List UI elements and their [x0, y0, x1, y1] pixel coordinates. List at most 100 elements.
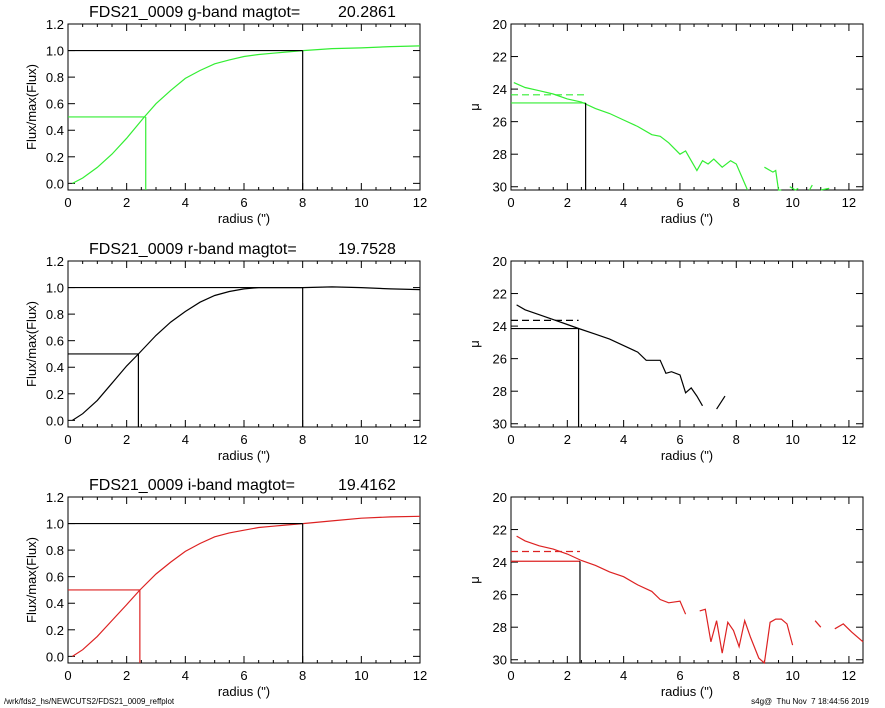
- r-curve-xtick-label: 6: [240, 432, 247, 447]
- i-profile-xtick-label: 6: [676, 668, 683, 683]
- i-profile-ytick-label: 26: [493, 588, 507, 603]
- i-curve-frame: [67, 496, 421, 664]
- r-curve-ytick-label: 0.2: [46, 387, 64, 402]
- i-curve-ytick-label: 0.6: [46, 570, 64, 585]
- i-curve-ytick-label: 0.4: [46, 596, 64, 611]
- r-curve-ytick-label: 0.4: [46, 360, 64, 375]
- i-profile-xlabel: radius ("): [661, 684, 713, 699]
- i-curve-growth-curve: [72, 515, 421, 657]
- g-profile-ytick-label: 20: [493, 17, 507, 32]
- r-profile-ytick-label: 22: [493, 287, 507, 302]
- r-curve-xtick-label: 0: [64, 432, 71, 447]
- i-profile-xtick-label: 0: [507, 668, 514, 683]
- r-curve-xlabel: radius ("): [218, 448, 270, 463]
- i-profile-xtick-label: 4: [620, 668, 627, 683]
- i-profile-profile-segment: [516, 535, 687, 615]
- r-profile-xtick-label: 10: [785, 432, 799, 447]
- i-curve-ytick-label: 0.2: [46, 623, 64, 638]
- i-curve-ytick-label: 0.8: [46, 543, 64, 558]
- g-profile-xtick-label: 12: [842, 195, 856, 210]
- r-profile-xtick-label: 2: [564, 432, 571, 447]
- i-profile-ylabel: μ: [467, 576, 482, 584]
- r-curve-xtick-label: 2: [123, 432, 130, 447]
- i-curve-xtick-label: 4: [182, 668, 189, 683]
- g-profile-xtick-label: 6: [676, 195, 683, 210]
- i-curve-ytick-label: 0.0: [46, 649, 64, 664]
- g-profile-profile-segment: [513, 82, 749, 191]
- g-profile-xtick-label: 10: [785, 195, 799, 210]
- i-profile-xtick-label: 10: [785, 668, 799, 683]
- r-curve-ytick-label: 0.0: [46, 413, 64, 428]
- g-profile-ylabel: μ: [467, 103, 482, 111]
- r-curve-title: FDS21_0009 r-band magtot=: [89, 241, 297, 258]
- i-profile-xtick-label: 12: [842, 668, 856, 683]
- g-curve-xtick-label: 4: [182, 195, 189, 210]
- g-profile-profile-segment: [820, 187, 830, 191]
- g-profile-frame: [510, 23, 864, 191]
- i-profile-profile-segment: [699, 608, 794, 665]
- i-profile-ytick-label: 28: [493, 620, 507, 635]
- g-curve-ylabel: Flux/max(Flux): [24, 64, 39, 150]
- r-curve-ytick-label: 0.8: [46, 307, 64, 322]
- g-profile-xtick-label: 0: [507, 195, 514, 210]
- r-profile-ytick-label: 28: [493, 384, 507, 399]
- i-profile-profile-segment: [814, 620, 822, 628]
- r-profile-ytick-label: 24: [493, 319, 507, 334]
- r-profile-ytick-label: 30: [493, 417, 507, 432]
- i-profile-xtick-label: 2: [564, 668, 571, 683]
- g-curve-xtick-label: 8: [299, 195, 306, 210]
- i-curve-magtot-value: 19.4162: [338, 477, 396, 494]
- g-curve-ytick-label: 0.0: [46, 176, 64, 191]
- r-profile-xtick-label: 0: [507, 432, 514, 447]
- g-curve-ytick-label: 0.8: [46, 70, 64, 85]
- r-curve-ytick-label: 0.6: [46, 334, 64, 349]
- r-curve-xtick-label: 8: [299, 432, 306, 447]
- r-profile-xtick-label: 8: [733, 432, 740, 447]
- g-profile-xtick-label: 4: [620, 195, 627, 210]
- i-curve-xtick-label: 8: [299, 668, 306, 683]
- i-curve-xtick-label: 6: [240, 668, 247, 683]
- i-curve-title: FDS21_0009 i-band magtot=: [89, 477, 295, 494]
- g-curve-frame: [67, 23, 421, 191]
- g-profile-profile-segment: [764, 166, 782, 191]
- g-curve-xtick-label: 2: [123, 195, 130, 210]
- r-curve-xtick-label: 10: [354, 432, 368, 447]
- g-curve-xtick-label: 0: [64, 195, 71, 210]
- r-profile-xtick-label: 6: [676, 432, 683, 447]
- g-curve-title: FDS21_0009 g-band magtot=: [89, 4, 300, 21]
- g-profile-profile-segment: [808, 184, 813, 191]
- i-profile-ytick-label: 22: [493, 523, 507, 538]
- r-curve-growth-curve: [72, 286, 421, 421]
- r-profile-ylabel: μ: [467, 340, 482, 348]
- footer-timestamp: s4g@ Thu Nov 7 18:44:56 2019: [751, 697, 869, 706]
- g-profile-xtick-label: 2: [564, 195, 571, 210]
- g-profile-ytick-label: 22: [493, 50, 507, 65]
- g-curve-growth-curve: [72, 45, 421, 184]
- g-profile-ytick-label: 24: [493, 82, 507, 97]
- i-profile-profile-segment: [834, 623, 864, 643]
- g-curve-ytick-label: 1.2: [46, 17, 64, 32]
- footer-file-path: /wrk/fds2_hs/NEWCUTS2/FDS21_0009_reffplo…: [4, 697, 175, 706]
- i-profile-frame: [510, 496, 864, 664]
- r-profile-xlabel: radius ("): [661, 448, 713, 463]
- i-curve-xtick-label: 0: [64, 668, 71, 683]
- r-profile-profile-segment: [716, 395, 726, 410]
- r-profile-xtick-label: 4: [620, 432, 627, 447]
- g-curve-xtick-label: 12: [413, 195, 427, 210]
- i-curve-xtick-label: 2: [123, 668, 130, 683]
- g-profile-profile-segment: [789, 186, 799, 191]
- i-curve-xtick-label: 12: [413, 668, 427, 683]
- r-curve-magtot-value: 19.7528: [338, 241, 396, 258]
- i-profile-ytick-label: 30: [493, 653, 507, 668]
- g-curve-xlabel: radius ("): [218, 211, 270, 226]
- i-profile-ytick-label: 24: [493, 555, 507, 570]
- r-curve-ytick-label: 1.2: [46, 254, 64, 269]
- r-profile-ytick-label: 20: [493, 254, 507, 269]
- r-profile-ytick-label: 26: [493, 352, 507, 367]
- r-profile-xtick-label: 12: [842, 432, 856, 447]
- g-curve-ytick-label: 0.4: [46, 123, 64, 138]
- g-curve-magtot-value: 20.2861: [338, 4, 396, 21]
- g-curve-xtick-label: 10: [354, 195, 368, 210]
- r-curve-ytick-label: 1.0: [46, 281, 64, 296]
